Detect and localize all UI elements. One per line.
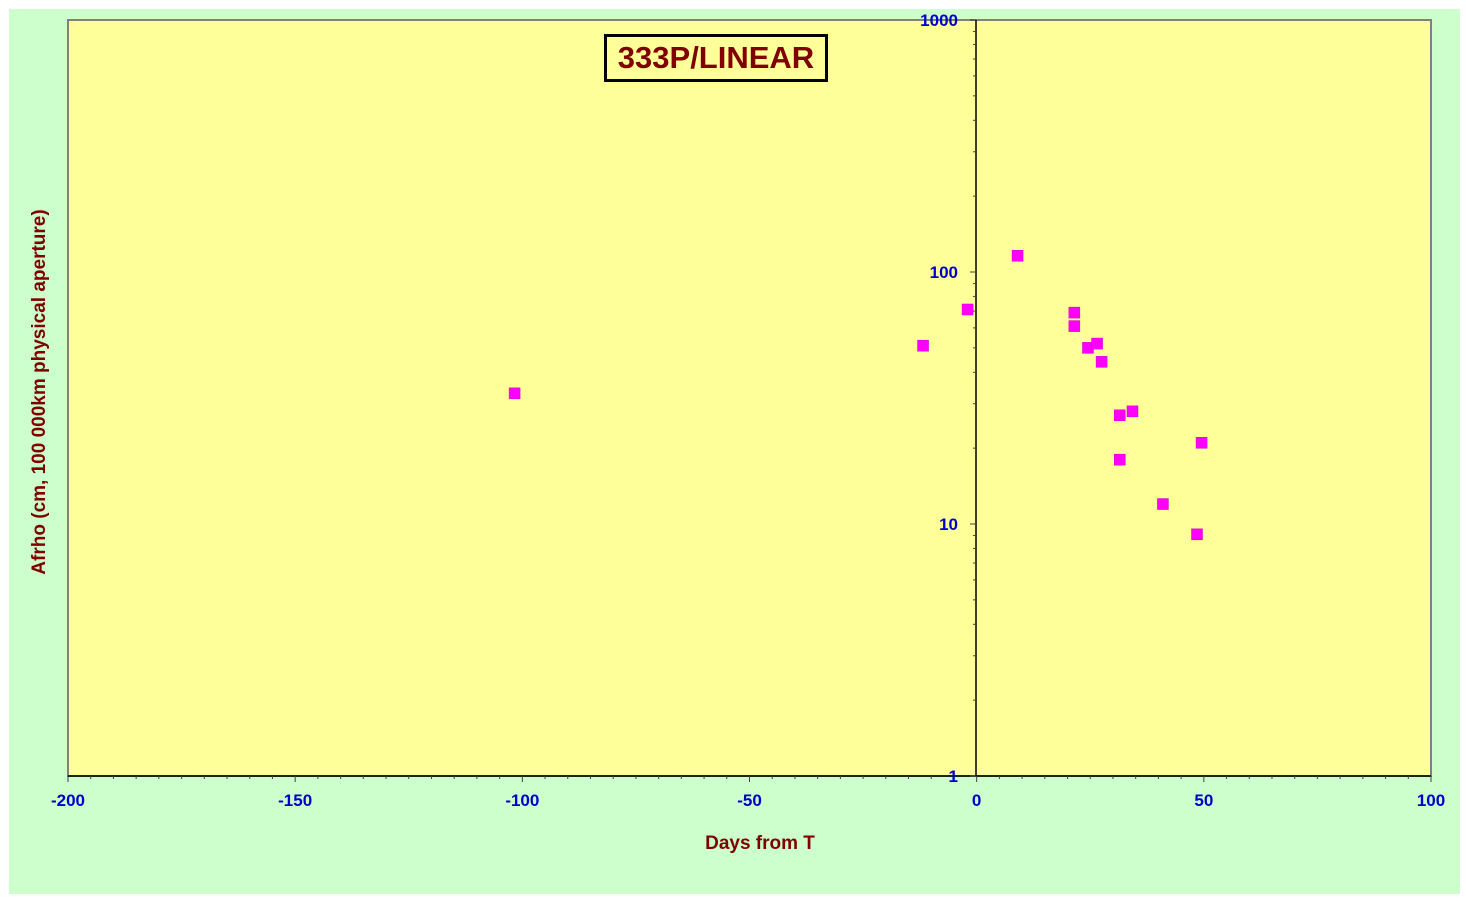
data-points <box>508 250 1208 541</box>
axes: -200 -150 -100 -50 0 50 100 1 10 100 1000 <box>51 11 1445 810</box>
data-point <box>1068 306 1081 319</box>
x-axis-title: Days from T <box>705 833 815 854</box>
data-point <box>1126 405 1139 418</box>
data-point <box>1114 409 1126 422</box>
x-tick-label: -200 <box>51 791 85 810</box>
x-tick-label: -50 <box>737 791 762 810</box>
y-tick-label: 1000 <box>920 11 958 30</box>
x-tick-label: 100 <box>1417 791 1445 810</box>
plot-area <box>67 19 1432 777</box>
data-point <box>1191 528 1203 541</box>
chart-title-box: 333P/LINEAR <box>604 34 828 82</box>
y-tick-label: 1 <box>949 767 958 786</box>
y-tick-label: 100 <box>930 263 958 282</box>
data-point <box>917 339 929 352</box>
data-point <box>1011 250 1024 262</box>
x-tick-label: 50 <box>1194 791 1213 810</box>
data-point <box>1095 356 1108 368</box>
chart-title: 333P/LINEAR <box>617 40 815 75</box>
x-tick-label: -150 <box>278 791 312 810</box>
data-point <box>508 387 521 400</box>
y-axis-title: Afrho (cm, 100 000km physical aperture) <box>29 209 50 574</box>
data-point <box>1091 337 1103 350</box>
chart-svg: -200 -150 -100 -50 0 50 100 1 10 100 1000 Days fro… <box>29 11 1445 854</box>
chart-area: -200 -150 -100 -50 0 50 100 1 10 100 1000 Days fro… <box>9 9 1460 894</box>
data-point <box>1068 320 1081 332</box>
data-point <box>1195 437 1208 449</box>
data-point <box>1157 498 1169 510</box>
x-tick-label: 0 <box>972 791 981 810</box>
data-point <box>1114 453 1126 466</box>
y-tick-label: 10 <box>939 515 958 534</box>
x-tick-label: -100 <box>505 791 539 810</box>
data-point <box>961 303 974 316</box>
